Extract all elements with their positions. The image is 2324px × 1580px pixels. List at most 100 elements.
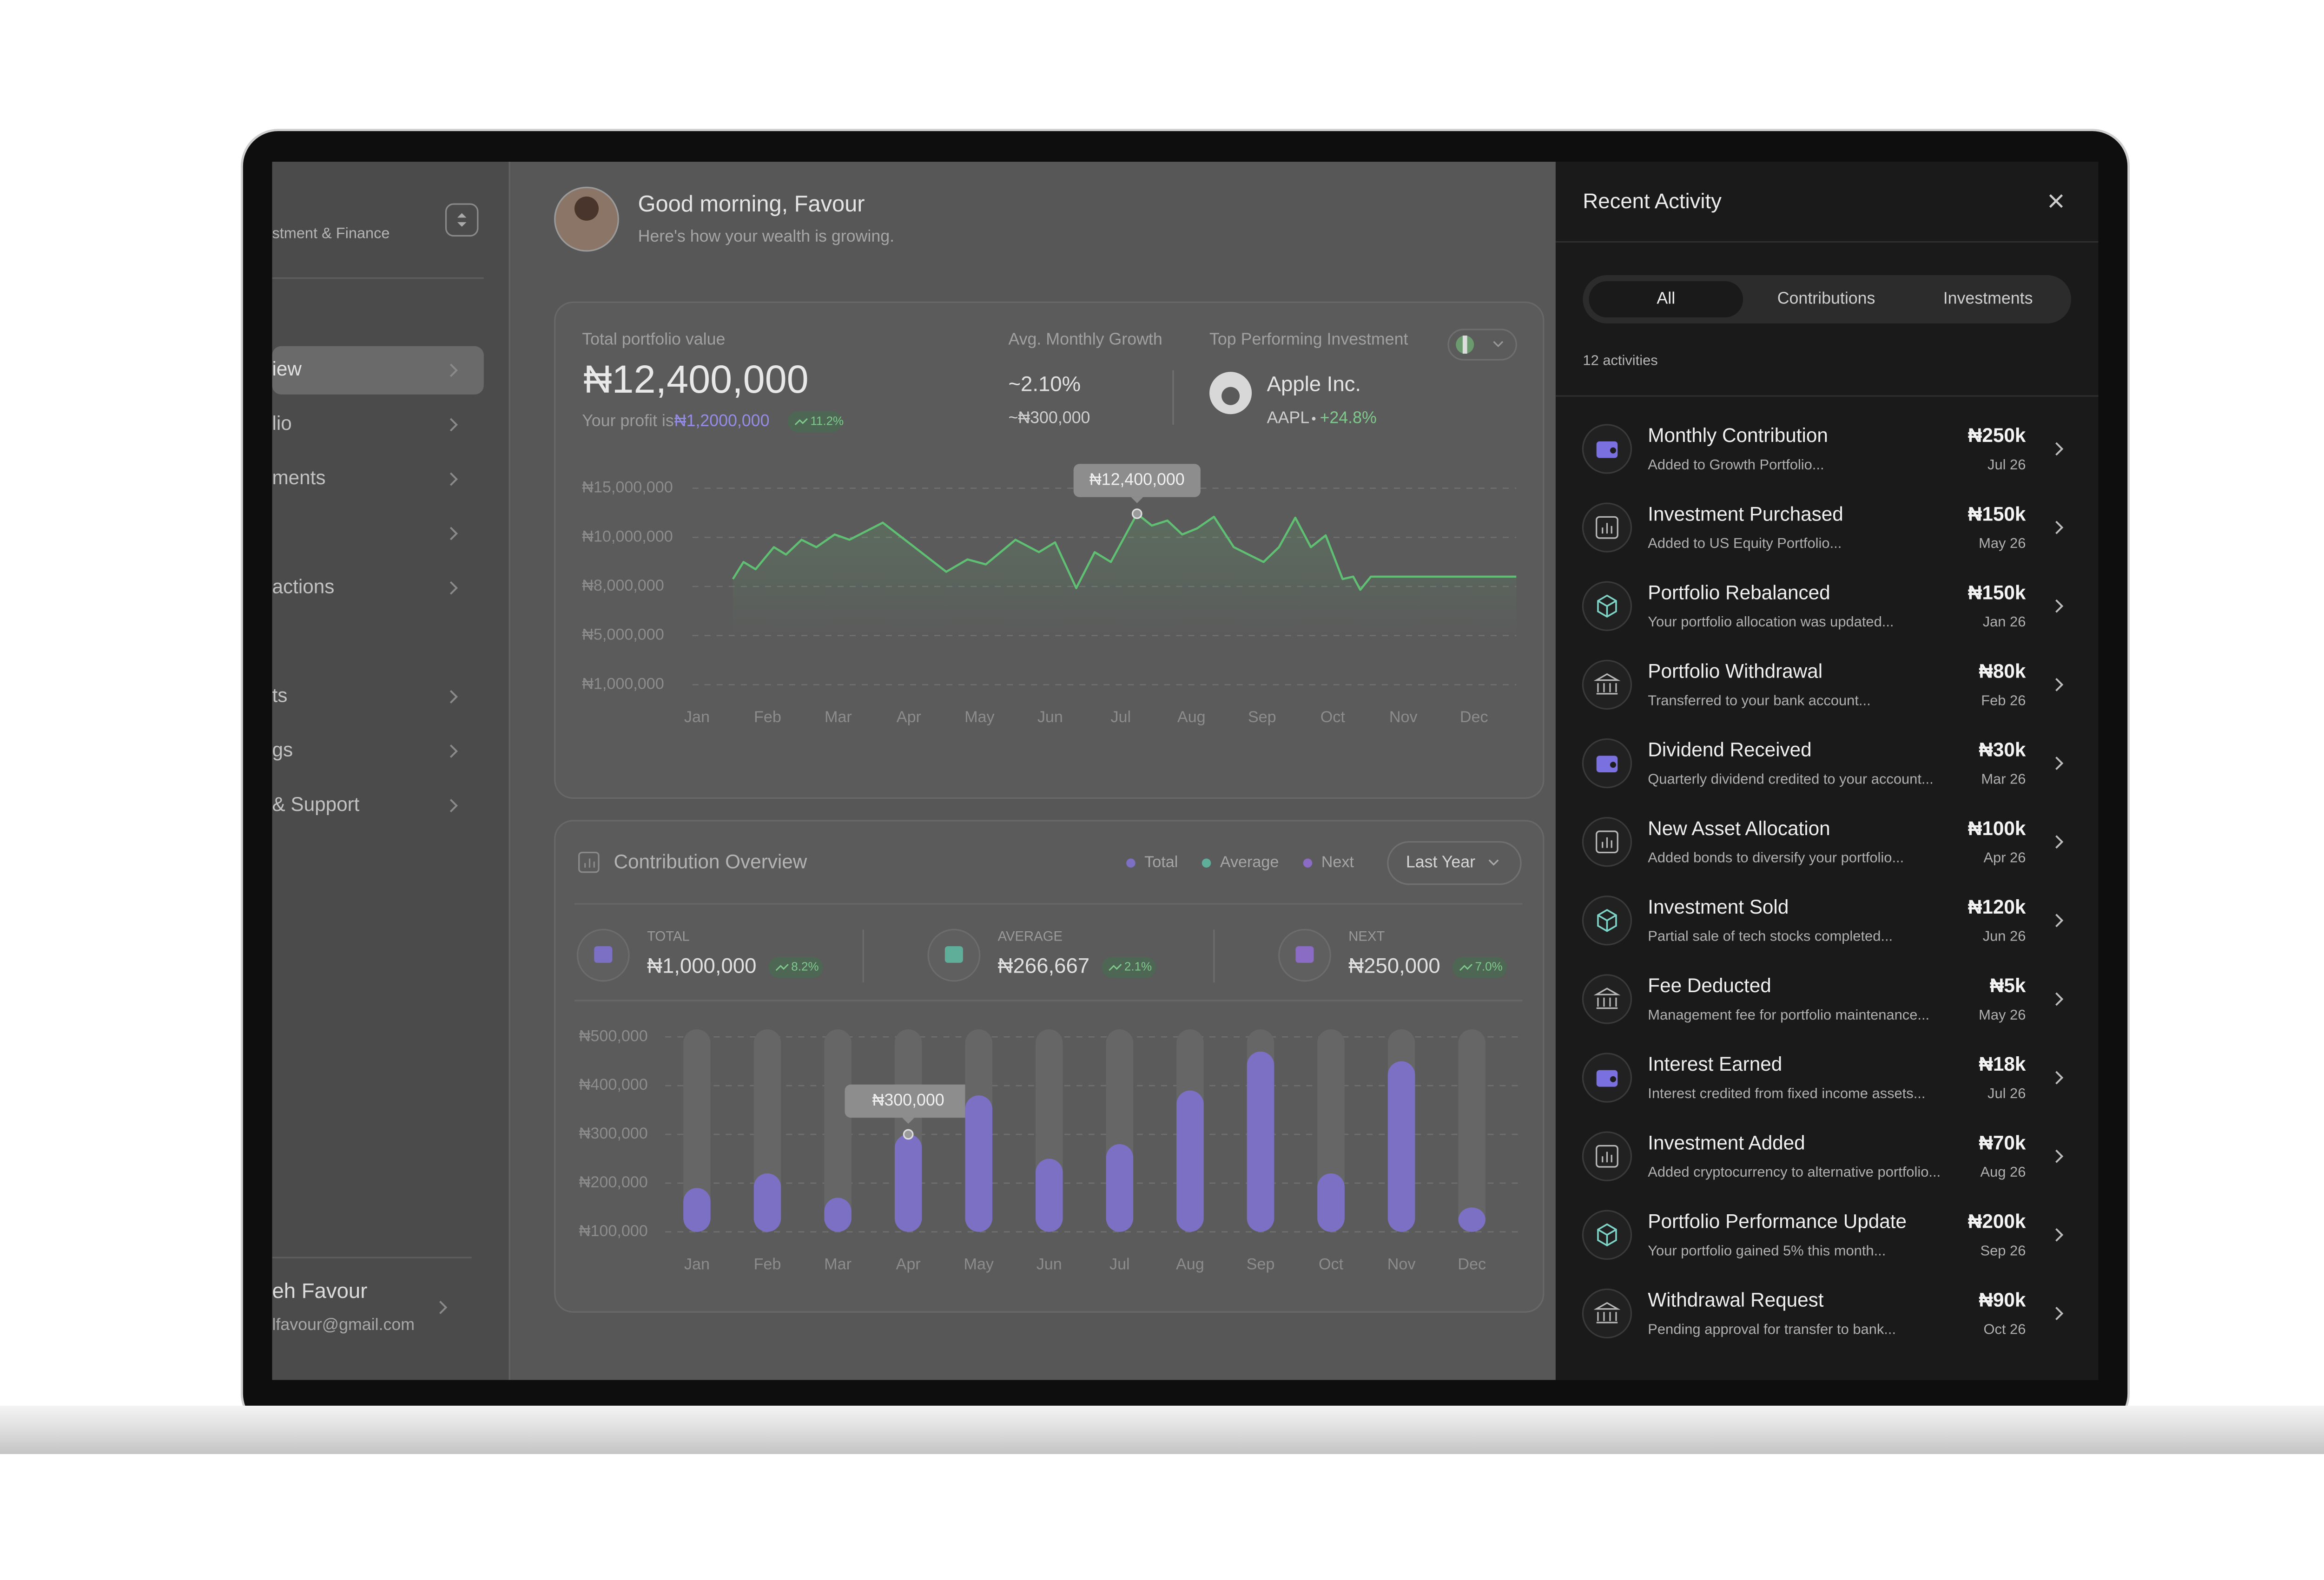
chevron	[449, 527, 458, 540]
badge	[1452, 956, 1507, 978]
item-title: New Asset Allocation	[1648, 817, 1830, 839]
activity-item[interactable]	[1571, 803, 2085, 878]
point	[903, 1129, 914, 1140]
bar-track	[683, 1029, 711, 1232]
collapse-button[interactable]	[445, 203, 479, 237]
badge-arrow	[794, 418, 808, 426]
chart-icon	[1602, 837, 1612, 848]
label: 11.2%	[810, 414, 844, 428]
chart-icon	[1596, 830, 1618, 854]
chevron	[2055, 520, 2064, 534]
label: Here's how your wealth is growing.	[638, 227, 895, 245]
nav-item[interactable]: iew	[272, 358, 302, 380]
label: +24.8%	[1320, 408, 1376, 427]
label: 12 activities	[1583, 352, 1657, 369]
chevron	[2055, 678, 2064, 691]
activity-item[interactable]	[1571, 724, 2085, 800]
bar	[683, 1188, 711, 1232]
activity-item[interactable]	[1571, 881, 2085, 957]
activity-item[interactable]	[1571, 567, 2085, 643]
bar	[753, 1173, 781, 1232]
badge	[1102, 956, 1156, 978]
label: Top Performing Investment	[1209, 329, 1408, 348]
y-tick-label: ₦400,000	[579, 1076, 648, 1093]
nav-item[interactable]: & Support	[272, 793, 359, 815]
nav-item[interactable]: ts	[272, 685, 287, 706]
y-tick-label: ₦8,000,000	[582, 577, 664, 594]
x-tick-label: Mar	[824, 1255, 852, 1273]
item-date: Jul 26	[1987, 456, 2026, 473]
chevron	[2055, 1071, 2064, 1085]
tab[interactable]: Contributions	[1777, 289, 1875, 307]
x-tick-label: Apr	[896, 1255, 921, 1273]
x-tick-label: Oct	[1319, 1255, 1344, 1273]
item-amount: ₦150k	[1968, 503, 2026, 525]
activity-item[interactable]	[1571, 645, 2085, 721]
x-tick-label: May	[964, 1255, 994, 1273]
wallet-icon	[1596, 756, 1618, 773]
chevron	[449, 472, 458, 486]
item-amount: ₦5k	[1990, 974, 2026, 996]
item-subtitle: Partial sale of tech stocks completed...	[1648, 928, 1893, 944]
cube-icon	[1597, 594, 1617, 618]
badge	[787, 411, 842, 433]
tab[interactable]: All	[1657, 289, 1675, 307]
logo-mark	[1221, 387, 1240, 405]
legend-label: Total	[1144, 853, 1178, 871]
label: AAPL	[1267, 408, 1309, 427]
tab[interactable]: Investments	[1943, 289, 2033, 307]
legend-dot	[1126, 858, 1136, 868]
currency-toggle[interactable]	[1447, 329, 1517, 361]
item-amount: ₦150k	[1968, 581, 2026, 603]
chart-icon	[1602, 523, 1612, 534]
nav-item[interactable]: actions	[272, 575, 334, 597]
chevron	[2055, 1228, 2064, 1242]
x-tick-label: Jan	[684, 1255, 710, 1273]
label: ₦1,000,000	[647, 954, 756, 978]
activity-item[interactable]	[1571, 960, 2085, 1035]
x-tick-label: Jun	[1037, 708, 1063, 726]
chart-icon	[1596, 1145, 1618, 1168]
nav-item[interactable]: lio	[272, 412, 291, 434]
bar	[1387, 1061, 1415, 1232]
nav-item[interactable]: gs	[272, 739, 293, 761]
x-tick-label: Feb	[754, 708, 781, 726]
item-subtitle: Transferred to your bank account...	[1648, 692, 1870, 708]
label: 7.0%	[1475, 960, 1502, 974]
activity-item[interactable]	[1571, 1117, 2085, 1193]
x-tick-label: Jul	[1110, 708, 1131, 726]
nav-item[interactable]: ments	[272, 467, 325, 488]
x-tick-label: Feb	[754, 1255, 781, 1273]
bank-icon	[1593, 673, 1621, 695]
item-date: Sep 26	[1981, 1242, 2026, 1258]
chevron	[2055, 914, 2064, 928]
bank-icon	[1593, 988, 1621, 1009]
chevron-down	[1488, 859, 1499, 866]
item-subtitle: Your portfolio gained 5% this month...	[1648, 1242, 1886, 1258]
label: AVERAGE	[998, 929, 1063, 944]
activity-item[interactable]	[1571, 488, 2085, 564]
activity-item[interactable]	[1571, 1039, 2085, 1114]
x-tick-label: Oct	[1320, 708, 1346, 726]
activity-item[interactable]	[1571, 1274, 2085, 1350]
chart-icon	[1596, 516, 1618, 539]
screen: stment & Finance iew lio ments actions ts gs & …	[272, 162, 2099, 1380]
bank-icon	[1593, 1302, 1621, 1323]
chevron	[2055, 835, 2064, 849]
y-tick-label: ₦15,000,000	[582, 479, 673, 496]
close-button[interactable]	[2049, 194, 2063, 208]
activity-item[interactable]	[1571, 409, 2085, 485]
item-icon-bg	[1582, 1288, 1632, 1339]
area	[733, 514, 1517, 635]
icon	[457, 213, 467, 227]
y-tick-label: ₦500,000	[579, 1027, 648, 1045]
bar	[1247, 1051, 1274, 1232]
wallet-icon	[1596, 1070, 1618, 1087]
activity-item[interactable]	[1571, 1196, 2085, 1271]
period-dropdown[interactable]	[1387, 841, 1522, 885]
label: stment & Finance	[272, 225, 390, 242]
stat-glyph	[594, 946, 613, 963]
label: Your profit is	[582, 411, 673, 430]
item-title: Portfolio Rebalanced	[1648, 581, 1830, 603]
